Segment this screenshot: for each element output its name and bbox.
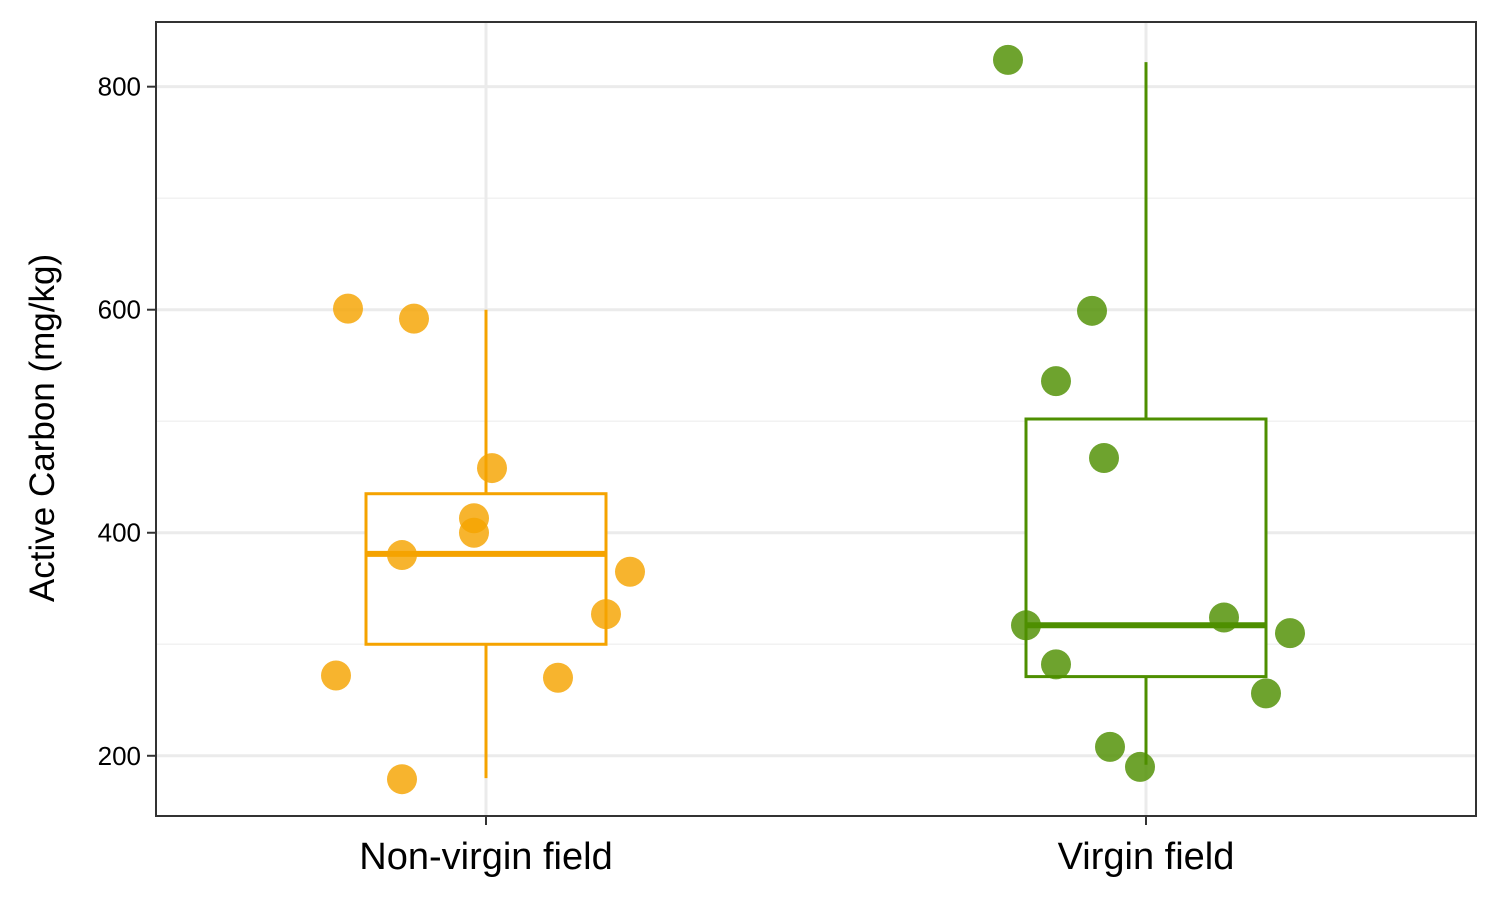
box-layer: [364, 62, 1268, 779]
y-axis: 200 400 600 800: [98, 72, 156, 771]
y-tick-label: 800: [98, 72, 141, 102]
data-point: [1011, 610, 1041, 641]
y-tick-label: 200: [98, 741, 141, 771]
point-layer: [321, 44, 1305, 795]
data-point: [387, 540, 417, 571]
data-point: [321, 660, 351, 691]
data-point: [1275, 618, 1305, 649]
plot-panel-border: [155, 21, 1477, 817]
y-tick-label: 400: [98, 518, 141, 548]
data-point: [1251, 678, 1281, 709]
data-point: [1209, 602, 1239, 633]
data-point: [1089, 443, 1119, 474]
y-tick-label: 600: [98, 295, 141, 325]
x-tick-label: Non-virgin field: [359, 836, 612, 878]
data-point: [543, 662, 573, 693]
data-point: [993, 44, 1023, 75]
y-axis-label: Active Carbon (mg/kg): [23, 254, 62, 602]
x-tick-label: Virgin field: [1058, 836, 1235, 878]
data-point: [459, 517, 489, 548]
data-point: [333, 293, 363, 324]
data-point: [591, 599, 621, 630]
x-axis: Non-virgin field Virgin field: [359, 816, 1234, 878]
data-point: [387, 764, 417, 795]
data-point: [477, 453, 507, 484]
data-point: [1041, 366, 1071, 397]
data-point: [615, 556, 645, 587]
iqr-box: [1024, 417, 1268, 679]
data-point: [399, 303, 429, 334]
data-point: [1041, 649, 1071, 680]
data-point: [1125, 751, 1155, 782]
data-point: [1095, 731, 1125, 762]
data-point: [1077, 295, 1107, 326]
